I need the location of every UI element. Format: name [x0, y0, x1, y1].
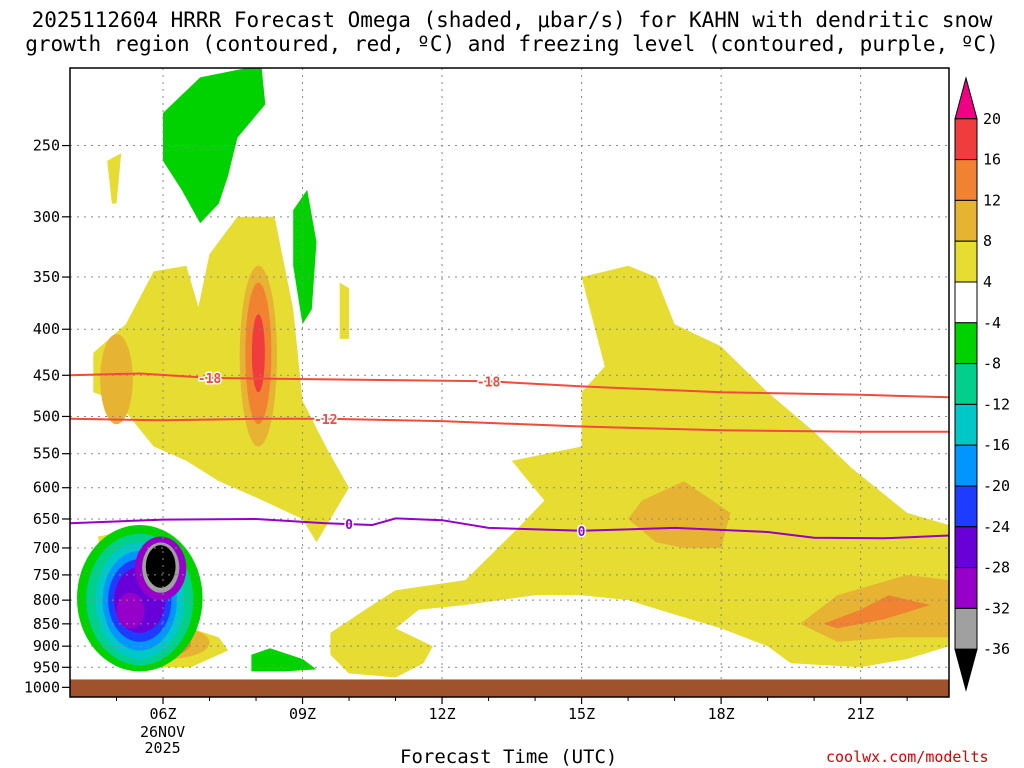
contour-label: -18 [198, 372, 222, 387]
y-tick-label: 500 [33, 407, 60, 425]
y-tick-label: 600 [33, 479, 60, 497]
x-tick-label: 06Z [149, 705, 176, 723]
omega-core-orange-2 [823, 595, 931, 629]
omega-region-down-low [251, 648, 317, 672]
omega-region-down-mid [293, 189, 317, 325]
x-axis: 06Z 09Z 12Z 15Z 18Z 21Z [116, 697, 908, 723]
y-tick-label: 800 [33, 591, 60, 609]
colorbar-label: -32 [983, 599, 1010, 617]
y-tick-label: 400 [33, 320, 60, 338]
y-tick-label: 550 [33, 445, 60, 463]
x-tick-label: 12Z [429, 705, 456, 723]
colorbar-label: -16 [983, 436, 1010, 454]
contour-line [70, 417, 949, 433]
omega-region-up-west [93, 216, 349, 543]
y-tick-label: 250 [33, 137, 60, 155]
colorbar-label: -24 [983, 518, 1010, 536]
colorbar-box [954, 607, 978, 650]
colorbar-label: -4 [983, 314, 1001, 332]
colorbar-box [954, 363, 978, 405]
y-tick-label: 350 [33, 268, 60, 286]
colorbar-top-triangle [954, 76, 978, 120]
y-tick-label: 1000 [24, 678, 60, 696]
colorbar-label: 4 [983, 273, 992, 291]
colorbar-box [954, 485, 978, 528]
contour-label: 0 [578, 525, 586, 540]
contour-label: -18 [477, 375, 501, 390]
colorbar-label: -20 [983, 477, 1010, 495]
colorbar-label: -36 [983, 640, 1010, 658]
colorbar: 20 16 12 8 4 -4 -8 -12 -16 -20 -24 -28 -32 -36 [954, 76, 1010, 692]
y-tick-label: 750 [33, 566, 60, 584]
y-tick-label: 650 [33, 510, 60, 528]
colorbar-bottom-triangle [954, 648, 978, 692]
x-tick-label: 21Z [847, 705, 874, 723]
date-label: 26NOV 2025 [140, 724, 185, 756]
x-tick-label: 18Z [708, 705, 735, 723]
ground-fill [70, 679, 949, 697]
ground-below-surface [70, 679, 949, 697]
omega-region-down-top [163, 68, 266, 224]
colorbar-box [954, 526, 978, 569]
y-tick-label: 850 [33, 615, 60, 633]
y-tick-label: 450 [33, 366, 60, 384]
colorbar-box [954, 403, 978, 446]
omega-down-purple-1 [116, 592, 145, 629]
omega-core-red-1 [251, 314, 265, 393]
y-tick-label: 900 [33, 637, 60, 655]
colorbar-box [954, 567, 978, 609]
date-label-day: 26NOV [140, 723, 186, 741]
date-label-year: 2025 [144, 739, 181, 757]
x-tick-label: 09Z [289, 705, 316, 723]
contour-line [70, 372, 949, 399]
colorbar-box [954, 444, 978, 487]
omega-region-up-east [330, 265, 949, 678]
colorbar-label: -8 [983, 355, 1001, 373]
chart-title: 2025112604 HRRR Forecast Omega (shaded, … [0, 8, 1024, 56]
colorbar-label: 20 [983, 110, 1001, 128]
colorbar-label: -28 [983, 559, 1010, 577]
x-tick-label: 15Z [568, 705, 595, 723]
contour-line [70, 517, 949, 540]
omega-core-gold-3 [628, 481, 731, 548]
omega-region-up-sliver [339, 282, 349, 339]
omega-region-up-top [107, 153, 122, 204]
omega-core-gold-1 [100, 334, 133, 425]
colorbar-box [954, 281, 978, 324]
colorbar-label: 12 [983, 191, 1001, 209]
colorbar-box [954, 240, 978, 283]
y-tick-label: 700 [33, 539, 60, 557]
colorbar-box [954, 118, 978, 161]
y-tick-label: 950 [33, 658, 60, 676]
colorbar-label: 8 [983, 232, 992, 250]
x-axis-label: Forecast Time (UTC) [400, 746, 618, 768]
y-axis: 250 300 350 400 450 500 550 600 650 700 750 800 850 9… [24, 137, 70, 696]
plot-frame [69, 67, 950, 698]
colorbar-label: 16 [983, 151, 1001, 169]
contour-lines: -18 -18 -12 0 0 [70, 370, 949, 541]
colorbar-box [954, 322, 978, 365]
omega-shading [76, 68, 949, 678]
contour-label: 0 [345, 518, 353, 533]
colorbar-label: -12 [983, 395, 1010, 413]
omega-down-black [145, 545, 176, 588]
credit-text: coolwx.com/modelts [826, 748, 989, 766]
colorbar-box [954, 199, 978, 242]
contour-label: -12 [314, 413, 337, 428]
y-tick-label: 300 [33, 208, 60, 226]
colorbar-box [954, 159, 978, 201]
chart-title-line1: 2025112604 HRRR Forecast Omega (shaded, … [31, 8, 993, 32]
chart-title-line2: growth region (contoured, red, ºC) and f… [25, 32, 999, 56]
